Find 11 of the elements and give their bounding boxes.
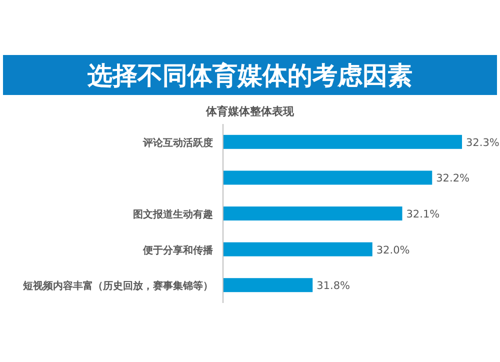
chart-title: 选择不同体育媒体的考虑因素: [86, 61, 412, 90]
chart-subtitle: 体育媒体整体表现: [205, 105, 295, 118]
y-tick-label: 短视频内容丰富（历史回放，赛事集锦等）: [22, 280, 213, 292]
data-label: 32.0%: [376, 244, 410, 256]
data-label: 32.3%: [466, 136, 500, 149]
data-label: 32.1%: [406, 208, 440, 220]
y-tick-label: 便于分享和传播: [142, 244, 214, 256]
y-tick-label: 评论互动活跃度: [142, 136, 213, 149]
y-tick-label: 图文报道生动有趣: [133, 208, 213, 220]
data-label: 32.2%: [436, 172, 470, 185]
data-label: 31.8%: [316, 280, 350, 292]
